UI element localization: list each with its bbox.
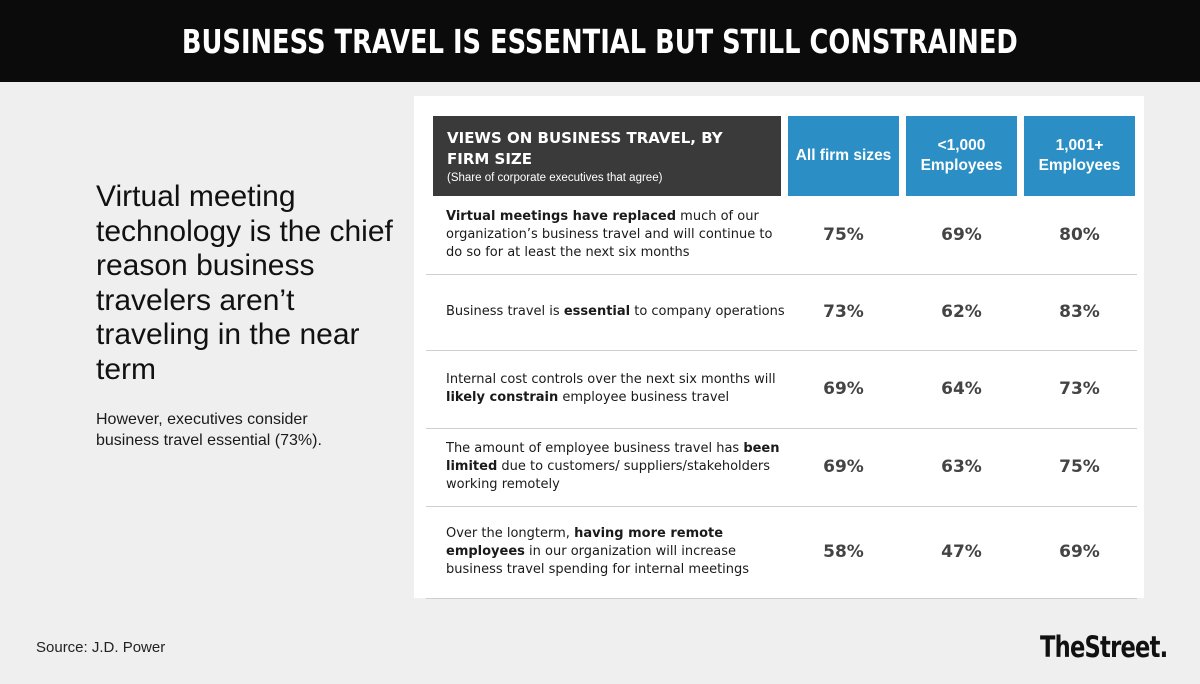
value-all-firm-sizes: 69% [823, 379, 864, 399]
value-all-firm-sizes: 73% [823, 302, 864, 322]
value-1001-plus: 75% [1059, 457, 1100, 477]
headline: Virtual meeting technology is the chief … [96, 180, 393, 386]
value-1001-plus: 69% [1059, 542, 1100, 562]
table-row: The amount of employee business travel h… [426, 428, 1137, 507]
statement-text: due to customers/ suppliers/stakeholders… [446, 459, 771, 492]
left-panel: Virtual meeting technology is the chief … [96, 180, 396, 451]
statement-emphasis: having more remote employees [446, 526, 724, 559]
value-under-1000: 64% [941, 379, 982, 399]
statement-text: in our organization will increase busine… [446, 544, 750, 577]
statement-emphasis: been limited [446, 441, 780, 474]
brand-logo: TheStreet. [1040, 630, 1168, 664]
source-note: Source: J.D. Power [36, 639, 166, 656]
value-under-1000: 47% [941, 542, 982, 562]
row-statement: Business travel is essential to company … [446, 303, 786, 321]
value-1001-plus: 80% [1059, 225, 1100, 245]
statement-text: Over the longterm, [446, 526, 575, 541]
statement-emphasis: Virtual meetings have replaced [446, 209, 677, 224]
table-title: VIEWS ON BUSINESS TRAVEL, BY FIRM SIZE [447, 129, 723, 168]
value-under-1000: 69% [941, 225, 982, 245]
value-under-1000: 63% [941, 457, 982, 477]
statement-emphasis: likely constrain [446, 390, 559, 405]
column-header-under-1000: <1,000 Employees [906, 116, 1017, 196]
value-all-firm-sizes: 75% [823, 225, 864, 245]
row-statement: Internal cost controls over the next six… [446, 371, 786, 407]
statement-text: to company operations [630, 304, 785, 319]
value-under-1000: 62% [941, 302, 982, 322]
row-statement: Virtual meetings have replaced much of o… [446, 208, 786, 262]
statement-text: employee business travel [558, 390, 730, 405]
statement-text: Business travel is [446, 304, 564, 319]
table-row: Over the longterm, having more remote em… [426, 506, 1137, 599]
value-1001-plus: 83% [1059, 302, 1100, 322]
column-header-all-firm-sizes: All firm sizes [788, 116, 899, 196]
table-title-cell: VIEWS ON BUSINESS TRAVEL, BY FIRM SIZE (… [433, 116, 781, 196]
title-bar: BUSINESS TRAVEL IS ESSENTIAL BUT STILL C… [0, 0, 1200, 82]
value-all-firm-sizes: 58% [823, 542, 864, 562]
statement-emphasis: essential [563, 304, 631, 319]
page-title: BUSINESS TRAVEL IS ESSENTIAL BUT STILL C… [182, 21, 1018, 61]
value-all-firm-sizes: 69% [823, 457, 864, 477]
column-header-1001-plus: 1,001+ Employees [1024, 116, 1135, 196]
table-subtitle: (Share of corporate executives that agre… [447, 172, 663, 184]
row-statement: The amount of employee business travel h… [446, 440, 786, 494]
row-statement: Over the longterm, having more remote em… [446, 525, 786, 579]
table-row: Internal cost controls over the next six… [426, 350, 1137, 429]
value-1001-plus: 73% [1059, 379, 1100, 399]
table-card: VIEWS ON BUSINESS TRAVEL, BY FIRM SIZE (… [414, 96, 1144, 599]
statement-text: much of our organization’s business trav… [446, 209, 773, 260]
statement-text: Internal cost controls over the next six… [446, 372, 776, 387]
statement-text: The amount of employee business travel h… [446, 441, 744, 456]
subtext: However, executives consider business tr… [96, 411, 322, 449]
table-row: Virtual meetings have replaced much of o… [426, 196, 1137, 275]
table-row: Business travel is essential to company … [426, 274, 1137, 351]
